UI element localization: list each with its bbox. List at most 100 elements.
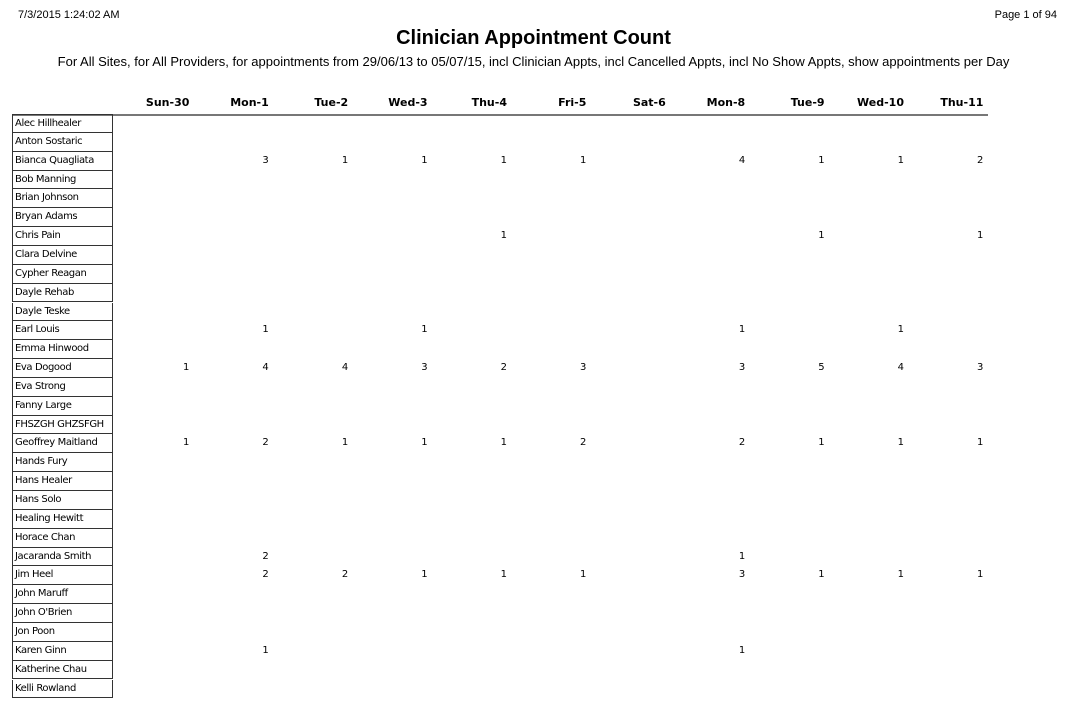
- report-subtitle: For All Sites, for All Providers, for ap…: [57, 54, 1010, 69]
- clinician-name: John Maruff: [12, 585, 113, 605]
- clinician-name: Eva Strong: [12, 377, 113, 397]
- table-row: Bryan Adams: [12, 208, 988, 228]
- count-cell: 2: [262, 569, 269, 581]
- count-cell: 1: [897, 154, 904, 166]
- table-row: Jon Poon: [12, 622, 988, 642]
- count-cell: 1: [897, 324, 904, 336]
- table-row: Katherine Chau: [12, 660, 988, 680]
- table-row: Clara Delvine: [12, 245, 988, 265]
- table-row: Hans Healer: [12, 472, 988, 491]
- count-cell: 5: [818, 362, 825, 374]
- column-header: Fri-5: [558, 96, 587, 109]
- count-cell: 2: [738, 437, 746, 449]
- table-row: FHSZGH GHZSFGH: [12, 415, 988, 435]
- clinician-name: Karen Ginn: [12, 641, 113, 661]
- clinician-name: Clara Delvine: [12, 245, 113, 265]
- count-cell: 1: [818, 154, 825, 166]
- table-row: Jim Heel 2 2 1 1 1 3 1 1 1: [12, 566, 988, 586]
- column-header: Mon-1: [230, 96, 269, 109]
- column-header-row: Sun-30 Mon-1 Tue-2 Wed-3 Thu-4 Fri-5 Sat-6 Mon-…: [113, 96, 988, 116]
- table-row: Emma Hinwood: [12, 340, 988, 360]
- table-row: Healing Hewitt: [12, 509, 988, 529]
- clinician-name: Hans Healer: [12, 472, 113, 491]
- count-cell: 3: [977, 362, 984, 374]
- count-cell: 1: [580, 569, 587, 581]
- count-cell: 2: [977, 154, 984, 166]
- table-row: John O'Brien: [12, 604, 988, 623]
- column-header: Sun-30: [145, 96, 190, 109]
- count-cell: 2: [262, 550, 269, 562]
- clinician-name: John O'Brien: [12, 604, 113, 623]
- clinician-name: Bob Manning: [12, 170, 113, 190]
- table-row: Fanny Large: [12, 396, 988, 416]
- clinician-name: Geoffrey Maitland: [12, 434, 113, 454]
- table-row: Chris Pain 1 1 1: [12, 227, 988, 246]
- clinician-name: Alec Hillhealer: [12, 114, 113, 133]
- count-cell: 1: [500, 230, 507, 242]
- table-row: Dayle Rehab: [12, 283, 988, 303]
- count-cell: 4: [341, 362, 349, 374]
- clinician-name: Brian Johnson: [12, 189, 113, 209]
- column-header: Thu-11: [940, 96, 984, 109]
- column-header: Mon-8: [706, 96, 746, 109]
- count-cell: 1: [183, 437, 190, 449]
- table-row: Horace Chan: [12, 528, 988, 548]
- page-number: Page 1 of 94: [994, 9, 1057, 21]
- count-cell: 1: [421, 324, 428, 336]
- count-cell: 1: [738, 550, 746, 562]
- clinician-name: Eva Dogood: [12, 359, 113, 378]
- table-row: Earl Louis 1 1 1 1: [12, 321, 988, 341]
- count-cell: 1: [580, 154, 587, 166]
- report-title: Clinician Appointment Count: [396, 27, 671, 49]
- clinician-name: Jon Poon: [12, 622, 113, 642]
- count-cell: 2: [262, 437, 269, 449]
- count-cell: 4: [262, 362, 269, 374]
- count-cell: 3: [262, 154, 269, 166]
- header-divider: [12, 114, 113, 116]
- count-cell: 2: [580, 437, 587, 449]
- clinician-name: Dayle Rehab: [12, 283, 113, 303]
- clinician-name: Bianca Quagliata: [12, 151, 113, 171]
- column-header: Tue-2: [314, 96, 349, 109]
- column-header: Wed-10: [857, 96, 904, 109]
- table-row: Anton Sostaric: [12, 132, 988, 152]
- clinician-name: Jacaranda Smith: [12, 547, 113, 567]
- table-row: Hans Solo: [12, 491, 988, 510]
- column-header: Tue-9: [790, 96, 825, 109]
- count-cell: 1: [421, 437, 428, 449]
- count-cell: 3: [738, 362, 746, 374]
- count-cell: 3: [580, 362, 587, 374]
- count-cell: 1: [738, 644, 746, 656]
- table-row: Kelli Rowland: [12, 679, 988, 699]
- count-cell: 1: [897, 437, 904, 449]
- clinician-name: Horace Chan: [12, 528, 113, 548]
- count-cell: 2: [341, 569, 349, 581]
- clinician-name: Healing Hewitt: [12, 509, 113, 529]
- clinician-name: Anton Sostaric: [12, 132, 113, 152]
- clinician-name: Jim Heel: [12, 566, 113, 586]
- count-cell: 4: [738, 154, 746, 166]
- table-row: Brian Johnson: [12, 189, 988, 209]
- count-cell: 1: [421, 569, 428, 581]
- count-cell: 1: [500, 154, 507, 166]
- count-cell: 1: [977, 437, 984, 449]
- table-row: Dayle Teske: [12, 302, 988, 322]
- count-cell: 1: [500, 437, 507, 449]
- table-row: Jacaranda Smith 2 1: [12, 547, 988, 567]
- clinician-name: Chris Pain: [12, 227, 113, 246]
- count-cell: 1: [977, 230, 984, 242]
- table-row: Eva Strong: [12, 377, 988, 397]
- clinician-name: Earl Louis: [12, 321, 113, 341]
- count-cell: 2: [500, 362, 507, 374]
- clinician-name: Katherine Chau: [12, 660, 113, 680]
- count-cell: 1: [897, 569, 904, 581]
- column-header: Wed-3: [388, 96, 428, 109]
- table-row: Cypher Reagan: [12, 264, 988, 284]
- clinician-name: FHSZGH GHZSFGH: [12, 415, 113, 435]
- count-cell: 1: [818, 230, 825, 242]
- count-cell: 1: [977, 569, 984, 581]
- count-cell: 1: [262, 644, 269, 656]
- count-cell: 1: [421, 154, 428, 166]
- clinician-name: Kelli Rowland: [12, 679, 113, 699]
- report-timestamp: 7/3/2015 1:24:02 AM: [18, 9, 120, 21]
